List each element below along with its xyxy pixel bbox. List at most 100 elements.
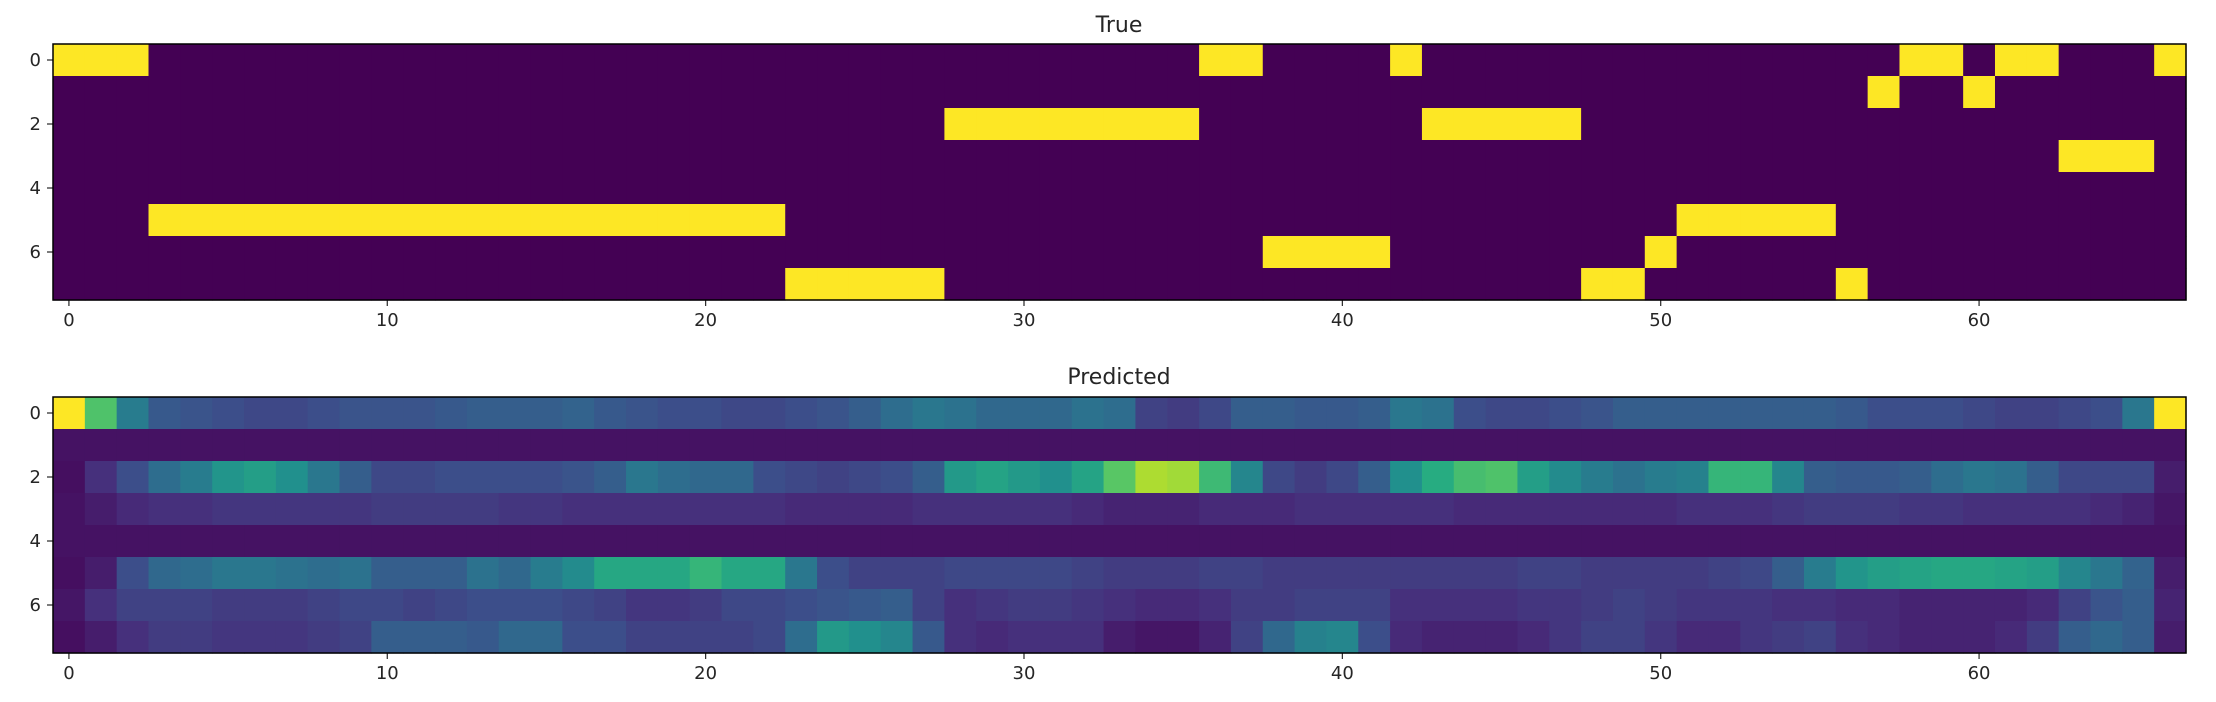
predicted-cell-r1-c2 [116,429,150,462]
true-cell-r7-c10 [371,268,404,301]
predicted-cell-r2-c28 [944,461,977,494]
true-cell-r0-c25 [848,44,882,77]
predicted-cell-r3-c39 [1294,493,1328,526]
predicted-cell-r4-c55 [1803,525,1837,558]
true-cell-r0-c26 [880,44,914,77]
true-heatmap-frame [52,43,2187,301]
true-cell-r1-c40 [1326,76,1359,109]
true-cell-r2-c3 [148,108,181,141]
predicted-cell-r6-c3 [148,589,181,622]
predicted-cell-r5-c66 [2154,557,2187,590]
predicted-x-tick-label-30: 30 [1013,663,1036,684]
true-cell-r4-c16 [562,172,595,205]
predicted-cell-r0-c13 [466,397,500,430]
true-cell-r3-c9 [339,140,372,173]
predicted-cell-r2-c59 [1931,461,1964,494]
predicted-cell-r4-c46 [1517,525,1550,558]
true-x-tick-label-10: 10 [376,310,399,331]
predicted-cell-r3-c22 [753,493,786,526]
predicted-cell-r6-c17 [594,589,627,622]
predicted-cell-r2-c20 [689,461,723,494]
true-cell-r3-c14 [498,140,532,173]
predicted-cell-r6-c10 [371,589,404,622]
predicted-cell-r5-c50 [1644,557,1678,590]
true-cell-r3-c45 [1485,140,1519,173]
true-cell-r6-c56 [1835,236,1869,269]
true-cell-r3-c62 [2026,140,2060,173]
true-cell-r2-c13 [466,108,500,141]
predicted-cell-r2-c32 [1071,461,1105,494]
predicted-cell-r4-c30 [1008,525,1041,558]
predicted-cell-r0-c23 [785,397,818,430]
true-cell-r1-c65 [2122,76,2155,109]
true-cell-r7-c6 [244,268,277,301]
true-cell-r5-c61 [1994,204,2028,237]
true-cell-r4-c7 [275,172,309,205]
true-cell-r4-c3 [148,172,181,205]
predicted-cell-r7-c66 [2154,621,2187,654]
true-cell-r1-c6 [244,76,277,109]
predicted-cell-r7-c21 [721,621,754,654]
true-cell-r1-c53 [1740,76,1773,109]
true-cell-r1-c63 [2058,76,2092,109]
predicted-cell-r6-c20 [689,589,723,622]
predicted-cell-r1-c39 [1294,429,1328,462]
predicted-cell-r1-c23 [785,429,818,462]
predicted-cell-r5-c16 [562,557,595,590]
true-cell-r0-c54 [1772,44,1805,77]
predicted-cell-r7-c63 [2058,621,2092,654]
true-cell-r4-c19 [657,172,691,205]
true-cell-r3-c26 [880,140,914,173]
true-cell-r7-c14 [498,268,532,301]
true-x-tick-label-20: 20 [694,310,717,331]
true-cell-r6-c49 [1612,236,1646,269]
true-cell-r6-c63 [2058,236,2092,269]
true-cell-r1-c52 [1708,76,1741,109]
predicted-cell-r6-c18 [626,589,659,622]
predicted-cell-r6-c62 [2026,589,2060,622]
predicted-cell-r0-c61 [1994,397,2028,430]
predicted-cell-r5-c26 [880,557,914,590]
predicted-cell-r5-c48 [1581,557,1614,590]
true-cell-r5-c36 [1199,204,1232,237]
true-cell-r3-c43 [1421,140,1455,173]
true-cell-r3-c8 [307,140,341,173]
predicted-cell-r7-c14 [498,621,532,654]
predicted-cell-r7-c45 [1485,621,1519,654]
true-cell-r0-c60 [1963,44,1996,77]
true-cell-r0-c31 [1039,44,1073,77]
true-cell-r6-c10 [371,236,404,269]
true-cell-r0-c63 [2058,44,2092,77]
predicted-cell-r7-c31 [1039,621,1073,654]
true-cell-r5-c48 [1581,204,1614,237]
predicted-cell-r6-c51 [1676,589,1710,622]
true-cell-r7-c46 [1517,268,1550,301]
predicted-cell-r6-c54 [1772,589,1805,622]
true-cell-r0-c39 [1294,44,1328,77]
predicted-cell-r4-c54 [1772,525,1805,558]
predicted-cell-r3-c36 [1199,493,1232,526]
true-cell-r3-c31 [1039,140,1073,173]
predicted-cell-r6-c48 [1581,589,1614,622]
true-cell-r5-c32 [1071,204,1105,237]
predicted-cell-r0-c45 [1485,397,1519,430]
predicted-cell-r7-c44 [1453,621,1487,654]
predicted-cell-r3-c2 [116,493,150,526]
true-cell-r7-c13 [466,268,500,301]
predicted-cell-r6-c47 [1549,589,1582,622]
predicted-cell-r1-c29 [976,429,1009,462]
true-y-tick-label-6: 6 [30,242,41,263]
predicted-cell-r7-c13 [466,621,500,654]
true-cell-r4-c35 [1167,172,1200,205]
predicted-cell-r7-c37 [1230,621,1264,654]
predicted-cell-r2-c2 [116,461,150,494]
true-cell-r3-c50 [1644,140,1678,173]
predicted-cell-r7-c40 [1326,621,1359,654]
predicted-cell-r1-c13 [466,429,500,462]
true-heatmap-title: True [1095,13,1143,38]
predicted-cell-r5-c35 [1167,557,1200,590]
predicted-cell-r2-c16 [562,461,595,494]
true-cell-r0-c14 [498,44,532,77]
predicted-cell-r6-c29 [976,589,1009,622]
predicted-cell-r4-c8 [307,525,341,558]
